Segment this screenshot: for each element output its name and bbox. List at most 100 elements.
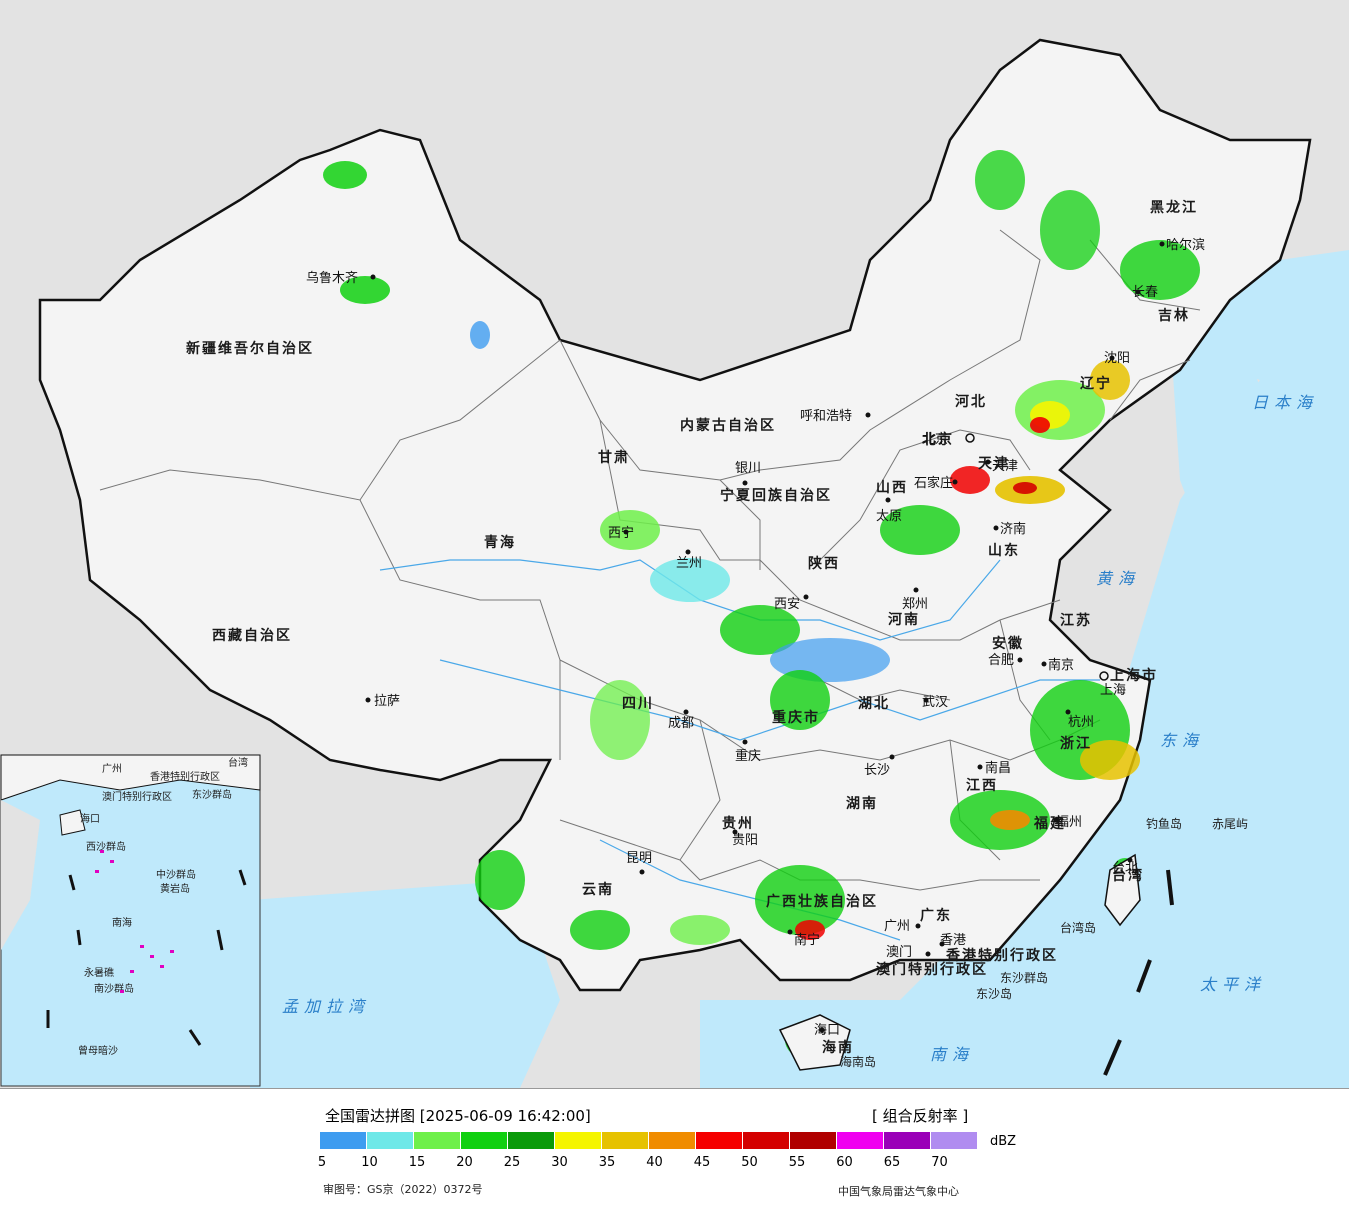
- legend-swatch: [790, 1132, 837, 1149]
- city-nanjing: 南京: [1048, 657, 1074, 673]
- city-harbin: 哈尔滨: [1166, 237, 1205, 253]
- label-qinghai: 青海: [484, 534, 516, 551]
- legend-panel: 全国雷达拼图 [2025-06-09 16:42:00] [ 组合反射率 ] d…: [0, 1088, 1349, 1209]
- label-jilin: 吉林: [1158, 307, 1190, 324]
- label-beijing: 北京: [922, 431, 954, 448]
- city-urumqi: 乌鲁木齐: [306, 270, 358, 286]
- inset-guangzhou: 广州: [102, 763, 122, 775]
- island-dongsha-group: 东沙群岛: [1000, 970, 1048, 985]
- sea-of-japan: [1170, 320, 1280, 560]
- label-liaoning: 辽宁: [1080, 375, 1112, 392]
- south-china-sea-inset: 香港特别行政区 澳门特别行政区 东沙群岛 海口 西沙群岛 中沙群岛 黄岩岛 南海…: [0, 754, 261, 1087]
- inset-taiwan: 台湾: [228, 756, 248, 769]
- label-hk-sar: 香港特别行政区: [945, 947, 1058, 964]
- city-taiyuan: 太原: [876, 509, 902, 524]
- label-xizang: 西藏自治区: [212, 627, 292, 644]
- legend-swatch: [696, 1132, 743, 1149]
- inset-south-sea: 南海: [112, 916, 132, 929]
- label-heilongjiang: 黑龙江: [1150, 199, 1198, 216]
- inset-hk: 香港特别行政区: [150, 770, 220, 783]
- sea-bengal: 孟加拉湾: [282, 997, 370, 1016]
- city-guiyang: 贵阳: [732, 833, 758, 848]
- sea-east: 东海: [1160, 731, 1204, 750]
- legend-tick: 35: [598, 1155, 616, 1170]
- radar-map: 新疆维吾尔自治区 西藏自治区 青海 甘肃 内蒙古自治区 黑龙江 吉林 辽宁 河北…: [0, 0, 1349, 1088]
- label-ningxia: 宁夏回族自治区: [720, 487, 832, 504]
- legend-title: 全国雷达拼图 [2025-06-09 16:42:00]: [325, 1107, 591, 1125]
- label-shaanxi: 陕西: [808, 555, 840, 572]
- sea-japan: 日本海: [1252, 393, 1318, 412]
- inset-xisha: 西沙群岛: [86, 840, 126, 853]
- label-jiangxi: 江西: [966, 777, 998, 794]
- legend-tick: 30: [551, 1155, 568, 1170]
- legend-tick: 50: [741, 1155, 758, 1170]
- legend-swatch: [743, 1132, 790, 1149]
- city-markers: 乌鲁木齐 拉萨 西宁 兰州 银川 呼和浩特 北京 天津 石家庄 太原 济南 郑州…: [306, 237, 1205, 1038]
- city-chongqing: 重庆: [735, 748, 761, 764]
- city-lhasa: 拉萨: [374, 694, 400, 709]
- legend-swatch: [884, 1132, 931, 1149]
- legend-tick: 25: [503, 1155, 521, 1170]
- map-credit: 中国气象局雷达气象中心: [838, 1185, 959, 1198]
- legend-tick: 60: [836, 1155, 853, 1170]
- label-hainan: 海南: [822, 1039, 854, 1056]
- label-yunnan: 云南: [582, 881, 614, 898]
- inset-nansha: 南沙群岛: [94, 982, 134, 995]
- legend-tick: 5: [317, 1155, 327, 1170]
- pacific-ocean: [700, 250, 1349, 1088]
- legend-swatch: [931, 1132, 978, 1149]
- label-guizhou: 贵州: [722, 815, 754, 832]
- legend-tick: 70: [931, 1155, 948, 1170]
- legend-swatch: [414, 1132, 461, 1149]
- legend-swatch: [320, 1132, 367, 1149]
- label-tianjin: 天津: [978, 455, 1010, 472]
- inset-haikou: 海口: [80, 812, 100, 825]
- city-lanzhou: 兰州: [676, 556, 702, 571]
- label-gansu: 甘肃: [598, 449, 630, 466]
- legend-product: [ 组合反射率 ]: [872, 1107, 969, 1125]
- legend-swatch: [837, 1132, 884, 1149]
- legend-tick: 10: [361, 1155, 378, 1170]
- inset-zengmu: 曾母暗沙: [78, 1044, 118, 1057]
- city-hohhot: 呼和浩特: [800, 409, 852, 424]
- island-diaoyu: 钓鱼岛: [1146, 816, 1182, 831]
- label-hebei: 河北: [955, 393, 987, 410]
- city-hangzhou: 杭州: [1068, 715, 1094, 730]
- legend-tick: 65: [883, 1155, 901, 1170]
- city-changsha: 长沙: [864, 763, 890, 778]
- label-anhui: 安徽: [992, 635, 1024, 652]
- label-neimenggu: 内蒙古自治区: [680, 417, 776, 434]
- island-taiwan: 台湾岛: [1060, 920, 1096, 935]
- city-hongkong: 香港: [940, 933, 966, 948]
- city-nanchang: 南昌: [985, 760, 1011, 776]
- legend-unit: dBZ: [990, 1134, 1017, 1149]
- city-fuzhou: 福州: [1056, 815, 1082, 830]
- island-chiwei: 赤尾屿: [1212, 817, 1248, 831]
- inset-macau: 澳门特别行政区: [102, 790, 172, 803]
- legend-tick: 40: [646, 1155, 663, 1170]
- taiwan-island: [1104, 853, 1141, 927]
- label-zhejiang: 浙江: [1060, 735, 1092, 752]
- inset-huangyan: 黄岩岛: [160, 882, 190, 895]
- label-xinjiang: 新疆维吾尔自治区: [186, 340, 314, 357]
- legend-swatch: [461, 1132, 508, 1149]
- label-guangxi: 广西壮族自治区: [766, 893, 878, 910]
- maritime-boundary-dashes: [1103, 869, 1174, 1076]
- city-shanghai: 上海: [1100, 683, 1126, 698]
- legend-swatch: [649, 1132, 696, 1149]
- island-hainan: 海南岛: [840, 1054, 876, 1069]
- city-jinan: 济南: [1000, 521, 1026, 537]
- label-sichuan: 四川: [622, 696, 654, 712]
- color-scale-bar: [320, 1132, 978, 1149]
- label-guangdong: 广东: [920, 907, 952, 924]
- inset-dongsha: 东沙群岛: [192, 788, 232, 801]
- label-chongqing: 重庆市: [772, 709, 820, 726]
- city-taipei: 台北: [1112, 861, 1138, 876]
- map-approval-number: 审图号：GS京（2022）0372号: [323, 1183, 483, 1196]
- legend-swatch: [367, 1132, 414, 1149]
- inset-yongshu: 永暑礁: [84, 966, 114, 979]
- label-jiangsu: 江苏: [1060, 612, 1092, 629]
- legend-tick: 20: [456, 1155, 473, 1170]
- city-zhengzhou: 郑州: [902, 597, 928, 612]
- city-shijiazhuang: 石家庄: [914, 475, 953, 491]
